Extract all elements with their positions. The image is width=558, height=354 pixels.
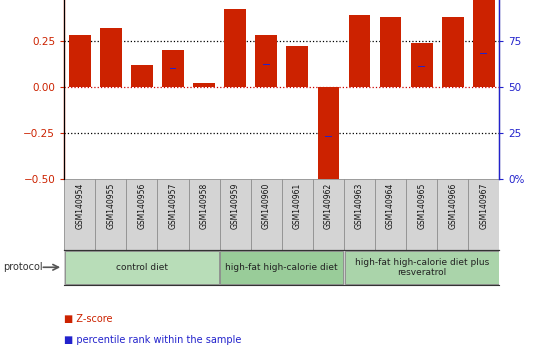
Bar <box>473 0 495 87</box>
Text: protocol: protocol <box>3 262 42 272</box>
Text: GSM140963: GSM140963 <box>355 182 364 229</box>
Bar <box>100 28 122 87</box>
Bar <box>157 179 189 250</box>
Bar <box>468 179 499 250</box>
Text: GSM140962: GSM140962 <box>324 182 333 229</box>
Bar <box>286 46 308 87</box>
Text: GSM140954: GSM140954 <box>75 182 84 229</box>
Bar <box>162 50 184 87</box>
Bar <box>480 53 487 54</box>
Text: GSM140959: GSM140959 <box>230 182 239 229</box>
Text: GSM140956: GSM140956 <box>137 182 146 229</box>
Text: GSM140958: GSM140958 <box>200 182 209 229</box>
Bar <box>220 179 251 250</box>
Text: GSM140967: GSM140967 <box>479 182 488 229</box>
Bar <box>406 179 437 250</box>
Bar <box>325 136 332 137</box>
Bar <box>375 179 406 250</box>
Text: high-fat high-calorie diet plus
resveratrol: high-fat high-calorie diet plus resverat… <box>354 258 489 277</box>
Bar <box>256 35 277 87</box>
Bar <box>442 17 464 87</box>
Bar <box>170 68 176 69</box>
Bar <box>126 179 157 250</box>
Text: high-fat high-calorie diet: high-fat high-calorie diet <box>225 263 338 272</box>
Bar <box>224 10 246 87</box>
Text: GSM140957: GSM140957 <box>169 182 177 229</box>
Bar <box>349 15 371 87</box>
Bar <box>313 179 344 250</box>
Text: GSM140964: GSM140964 <box>386 182 395 229</box>
Bar <box>263 64 270 65</box>
Bar <box>220 251 343 284</box>
Text: control diet: control diet <box>116 263 168 272</box>
Bar <box>95 179 126 250</box>
Text: GSM140961: GSM140961 <box>293 182 302 229</box>
Bar <box>193 83 215 87</box>
Bar <box>318 87 339 182</box>
Text: ■ percentile rank within the sample: ■ percentile rank within the sample <box>64 335 242 345</box>
Bar <box>344 179 375 250</box>
Bar <box>189 179 220 250</box>
Bar <box>251 179 282 250</box>
Bar <box>282 179 313 250</box>
Bar <box>411 42 432 87</box>
Text: GSM140966: GSM140966 <box>448 182 457 229</box>
Text: GSM140965: GSM140965 <box>417 182 426 229</box>
Text: ■ Z-score: ■ Z-score <box>64 314 113 324</box>
Bar <box>64 179 95 250</box>
Text: GSM140960: GSM140960 <box>262 182 271 229</box>
Bar <box>379 17 402 87</box>
Bar <box>65 251 219 284</box>
Bar <box>437 179 468 250</box>
Bar <box>345 251 499 284</box>
Bar <box>131 65 153 87</box>
Bar <box>69 35 90 87</box>
Text: GSM140955: GSM140955 <box>107 182 116 229</box>
Bar <box>418 66 425 67</box>
